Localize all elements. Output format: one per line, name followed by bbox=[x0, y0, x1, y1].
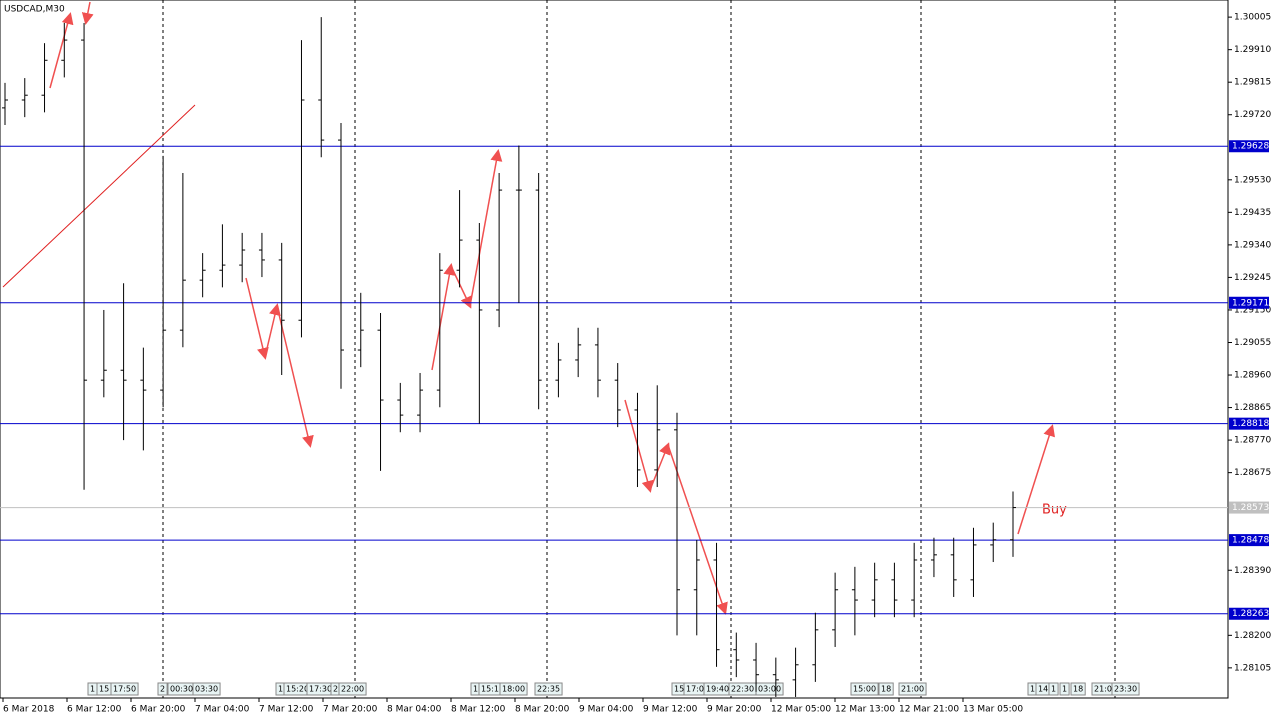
event-tag: 15 bbox=[674, 685, 684, 694]
x-tick-label: 12 Mar 05:00 bbox=[771, 705, 831, 715]
level-label: 1.28478 bbox=[1232, 536, 1269, 546]
y-tick-label: 1.30005 bbox=[1234, 13, 1271, 23]
y-tick-label: 1.29910 bbox=[1234, 45, 1271, 55]
event-tag: 1 bbox=[278, 685, 283, 694]
event-tag-box bbox=[338, 682, 367, 696]
level-label: 1.29628 bbox=[1232, 142, 1269, 152]
y-tick-label: 1.28675 bbox=[1234, 468, 1271, 478]
x-tick-label: 9 Mar 20:00 bbox=[707, 705, 762, 715]
x-tick-label: 13 Mar 05:00 bbox=[963, 705, 1023, 715]
level-label: 1.28818 bbox=[1232, 419, 1269, 429]
x-tick-label: 9 Mar 04:00 bbox=[579, 705, 634, 715]
event-tag: 22:00 bbox=[341, 685, 364, 694]
event-tag: 1 bbox=[1062, 685, 1067, 694]
event-tag: 1 bbox=[1051, 685, 1056, 694]
x-tick-label: 8 Mar 04:00 bbox=[387, 705, 442, 715]
event-tag: 17:0 bbox=[686, 685, 704, 694]
chart-title: USDCAD,M30 bbox=[4, 5, 65, 15]
event-tag-box bbox=[1048, 682, 1059, 696]
x-tick-label: 7 Mar 12:00 bbox=[259, 705, 314, 715]
event-tag-box bbox=[850, 682, 879, 696]
buy-annotation: Buy bbox=[1042, 503, 1067, 518]
event-tag-box bbox=[898, 682, 927, 696]
event-tag-box bbox=[878, 682, 894, 696]
event-tag: 03:30 bbox=[195, 685, 218, 694]
y-tick-label: 1.29815 bbox=[1234, 78, 1271, 88]
event-tag: 15:20 bbox=[286, 685, 309, 694]
event-tag: 03:00 bbox=[758, 685, 781, 694]
event-tag-box bbox=[499, 682, 528, 696]
x-tick-label: 12 Mar 13:00 bbox=[835, 705, 895, 715]
level-box bbox=[1229, 607, 1269, 620]
x-tick-label: 7 Mar 04:00 bbox=[195, 705, 250, 715]
x-tick-label: 6 Mar 2018 bbox=[3, 705, 55, 715]
level-box bbox=[1229, 534, 1269, 547]
y-tick-label: 1.28105 bbox=[1234, 663, 1271, 673]
y-tick-label: 1.28865 bbox=[1234, 403, 1271, 413]
x-tick-label: 6 Mar 20:00 bbox=[131, 705, 186, 715]
event-tag-box bbox=[157, 682, 168, 696]
x-tick-label: 8 Mar 12:00 bbox=[451, 705, 506, 715]
y-tick-label: 1.28200 bbox=[1234, 631, 1271, 641]
event-tag: 1 bbox=[90, 685, 95, 694]
event-tag: 00:30 bbox=[170, 685, 193, 694]
event-tag: 21:00 bbox=[901, 685, 924, 694]
event-tag: 18:00 bbox=[502, 685, 525, 694]
level-box bbox=[1229, 501, 1269, 514]
event-tag-box bbox=[534, 682, 563, 696]
event-tag: 1 bbox=[473, 685, 478, 694]
y-tick-label: 1.29150 bbox=[1234, 305, 1271, 315]
level-label: 1.28263 bbox=[1232, 609, 1269, 619]
y-tick-label: 1.29530 bbox=[1234, 175, 1271, 185]
event-tag: 14 bbox=[1038, 685, 1048, 694]
y-tick-label: 1.28390 bbox=[1234, 566, 1271, 576]
x-tick-label: 12 Mar 21:00 bbox=[899, 705, 959, 715]
event-tag: 17:30 bbox=[309, 685, 332, 694]
event-tag: 18 bbox=[881, 685, 891, 694]
level-box bbox=[1229, 296, 1269, 309]
level-box bbox=[1229, 140, 1269, 153]
level-label: 1.28573 bbox=[1232, 503, 1269, 513]
y-tick-label: 1.29435 bbox=[1234, 208, 1271, 218]
x-tick-label: 8 Mar 20:00 bbox=[515, 705, 570, 715]
y-tick-label: 1.29055 bbox=[1234, 338, 1271, 348]
y-tick-label: 1.29245 bbox=[1234, 273, 1271, 283]
event-tag: 2 bbox=[160, 685, 165, 694]
event-tag-box bbox=[192, 682, 221, 696]
y-tick-label: 1.29340 bbox=[1234, 240, 1271, 250]
event-tag: 15 bbox=[99, 685, 109, 694]
level-label: 1.29171 bbox=[1232, 298, 1269, 308]
event-tag: 22:30 bbox=[731, 685, 754, 694]
event-tag: 23:30 bbox=[1114, 685, 1137, 694]
y-tick-label: 1.29720 bbox=[1234, 110, 1271, 120]
event-tag: 2 bbox=[333, 685, 338, 694]
x-tick-label: 7 Mar 20:00 bbox=[323, 705, 378, 715]
event-tag-box bbox=[110, 682, 139, 696]
event-tag: 19:40 bbox=[706, 685, 729, 694]
event-tag-box bbox=[1059, 682, 1070, 696]
level-box bbox=[1229, 417, 1269, 430]
y-tick-label: 1.28960 bbox=[1234, 371, 1271, 381]
event-tag: 21:0 bbox=[1094, 685, 1112, 694]
x-tick-label: 6 Mar 12:00 bbox=[67, 705, 122, 715]
event-tag: 17:50 bbox=[113, 685, 136, 694]
x-tick-label: 9 Mar 12:00 bbox=[643, 705, 698, 715]
y-tick-label: 1.28770 bbox=[1234, 436, 1271, 446]
event-tag-box bbox=[1070, 682, 1086, 696]
event-tag: 15:00 bbox=[853, 685, 876, 694]
event-tag: 15:1 bbox=[481, 685, 499, 694]
event-tag: 22:35 bbox=[537, 685, 560, 694]
event-tag-box bbox=[1111, 682, 1140, 696]
plot-frame bbox=[0, 0, 1229, 699]
event-tag: 18 bbox=[1073, 685, 1083, 694]
event-tag: 1 bbox=[1030, 685, 1035, 694]
